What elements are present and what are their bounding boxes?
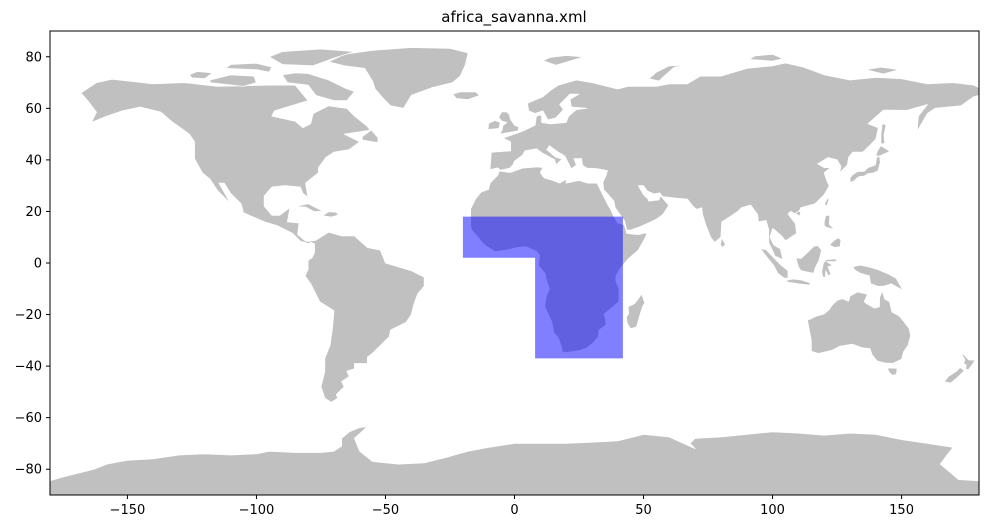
landmass-severnaya-zemlya	[748, 53, 784, 62]
landmass-new-zealand-south	[943, 367, 965, 384]
landmass-iceland	[452, 91, 481, 100]
landmass-sakhalin	[880, 122, 887, 145]
landmass-baffin-island	[281, 72, 355, 101]
x-tick-label: −50	[372, 503, 399, 518]
landmass-sumatra	[759, 248, 789, 279]
landmass-new-guinea	[852, 264, 904, 291]
landmass-borneo	[795, 245, 822, 274]
landmass-newfoundland	[361, 129, 379, 143]
landmass-great-britain	[498, 111, 520, 135]
landmass-java	[785, 278, 811, 286]
landmass-novaya-zemlya	[648, 64, 691, 82]
y-tick-label: −60	[15, 411, 42, 426]
y-tick-label: −40	[15, 360, 42, 375]
landmass-svalbard	[542, 55, 585, 66]
y-tick-label: 80	[25, 50, 42, 65]
landmass-sri-lanka	[720, 237, 726, 248]
x-tick-label: −150	[110, 503, 146, 518]
x-tick-label: 150	[889, 503, 914, 518]
landmass-sulawesi	[821, 258, 838, 278]
y-tick-label: 0	[34, 257, 42, 272]
landmass-banks-island	[188, 71, 213, 80]
y-axis: −80 −60 −40 −20 0 20 40 60 80	[15, 50, 50, 478]
landmass-north-america	[80, 78, 371, 245]
y-tick-label: 40	[25, 153, 42, 168]
plot-area	[50, 31, 979, 495]
x-tick-label: 0	[510, 503, 518, 518]
landmass-ireland	[487, 120, 501, 131]
x-tick-label: 100	[760, 503, 785, 518]
landmass-mindanao	[828, 237, 842, 248]
y-tick-label: −20	[15, 308, 42, 323]
landmass-ellesmere-island	[268, 48, 355, 67]
highlighted-region-africa-savanna	[462, 216, 623, 359]
y-tick-label: 20	[25, 205, 42, 220]
landmass-madagascar	[625, 293, 646, 330]
landmass-cuba	[294, 203, 324, 213]
x-axis: −150 −100 −50 0 50 100 150	[110, 495, 914, 518]
x-tick-label: −100	[239, 503, 275, 518]
x-tick-label: 50	[635, 503, 652, 518]
landmass-eurasia	[489, 62, 979, 260]
region-layer	[462, 216, 623, 359]
landmass-south-america	[304, 231, 425, 403]
landmass-new-siberian-islands	[865, 66, 900, 75]
landmass-australia	[807, 290, 911, 364]
landmass-arctic-islands	[225, 62, 273, 73]
landmass-taiwan	[824, 197, 830, 207]
landmass-hokkaido	[875, 145, 891, 157]
y-tick-label: 60	[25, 102, 42, 117]
landmass-new-zealand-north	[959, 351, 976, 370]
land-layer	[50, 47, 979, 495]
landmass-luzon	[823, 214, 835, 230]
landmass-victoria-island	[209, 74, 257, 87]
landmass-tasmania	[887, 367, 898, 376]
landmass-greenland	[328, 47, 469, 109]
landmass-hainan	[794, 210, 802, 217]
chart-title: africa_savanna.xml	[441, 8, 586, 27]
landmass-hispaniola	[322, 211, 339, 218]
y-tick-label: −80	[15, 463, 42, 478]
landmass-antarctica	[50, 426, 979, 495]
